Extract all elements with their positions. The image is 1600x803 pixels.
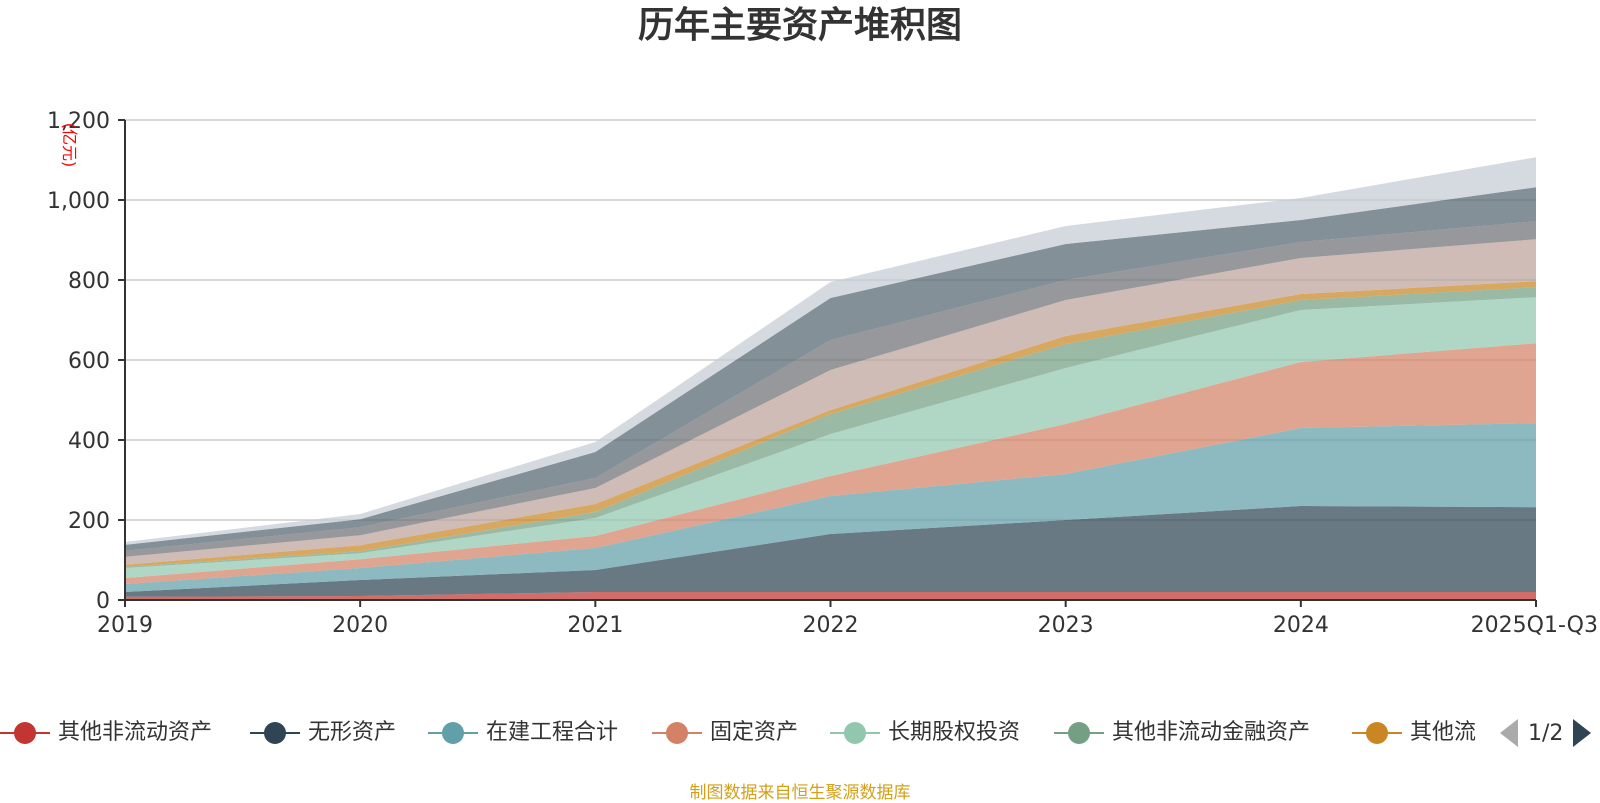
legend-prev-page-icon[interactable] <box>1500 719 1518 747</box>
legend-marker-icon <box>1352 718 1402 748</box>
legend-label: 长期股权投资 <box>888 720 1021 745</box>
area-series-10[interactable] <box>125 157 1536 545</box>
area-series-1[interactable] <box>125 506 1536 597</box>
legend-item[interactable]: 在建工程合计 <box>428 718 618 748</box>
x-tick-label: 2023 <box>1038 613 1094 638</box>
legend-item[interactable]: 无形资产 <box>250 718 396 748</box>
y-tick-label: 0 <box>96 589 110 614</box>
legend-item[interactable]: 其他非流动金融资产 <box>1054 718 1310 748</box>
legend-marker-icon <box>428 718 478 748</box>
y-tick-labels: 0 200 400 600 800 1,000 1,200 <box>47 109 110 614</box>
legend-marker-icon <box>830 718 880 748</box>
legend-item[interactable]: 长期股权投资 <box>830 718 1020 748</box>
axes <box>118 119 1537 607</box>
x-tick-labels: 2019 2020 2021 2022 2023 2024 2025Q1-Q3 <box>97 613 1598 638</box>
y-tick-label: 600 <box>68 349 110 374</box>
area-series-3[interactable] <box>125 343 1536 584</box>
legend-pager: 1/2 <box>1500 718 1592 748</box>
legend-item[interactable]: 其他流 <box>1352 718 1476 748</box>
y-tick-label: 400 <box>68 429 110 454</box>
chart-title: 历年主要资产堆积图 <box>637 5 962 46</box>
y-tick-label: 800 <box>68 269 110 294</box>
legend-label: 其他非流动资产 <box>58 720 213 745</box>
legend-marker-icon <box>652 718 702 748</box>
y-axis-unit-label: (亿元) <box>60 123 79 168</box>
y-tick-label: 1,000 <box>47 189 110 214</box>
area-series-9[interactable] <box>125 187 1536 551</box>
legend-marker-icon <box>250 718 300 748</box>
area-series-5[interactable] <box>125 287 1536 568</box>
legend-marker-icon <box>0 718 50 748</box>
area-series <box>125 157 1536 600</box>
x-tick-label: 2022 <box>803 613 859 638</box>
legend-item[interactable]: 其他非流动资产 <box>0 718 212 748</box>
legend-label: 固定资产 <box>710 720 799 745</box>
x-tick-label: 2024 <box>1273 613 1329 638</box>
legend-label: 其他流 <box>1410 720 1477 745</box>
legend-marker-icon <box>1054 718 1104 748</box>
legend-label: 无形资产 <box>308 720 397 745</box>
x-tick-label: 2020 <box>332 613 388 638</box>
data-source-footnote: 制图数据来自恒生聚源数据库 <box>689 783 911 803</box>
legend-items: 其他非流动资产 无形资产 在建工程合计 固定资产 长期股权投资 其他非流动金融资产 其他流 <box>0 718 1482 748</box>
x-tick-label: 2021 <box>567 613 623 638</box>
y-tick-label: 1,200 <box>47 109 110 134</box>
legend-label: 其他非流动金融资产 <box>1112 720 1311 745</box>
chart-canvas: 0 200 400 600 800 1,000 1,200 2019 2020 2021 2022… <box>47 109 1598 638</box>
area-series-7[interactable] <box>125 239 1536 565</box>
area-series-4[interactable] <box>125 297 1536 578</box>
legend: 其他非流动资产 无形资产 在建工程合计 固定资产 长期股权投资 其他非流动金融资产 其他流 … <box>0 718 1600 748</box>
area-series-2[interactable] <box>125 423 1536 592</box>
x-tick-label: 2019 <box>97 613 153 638</box>
x-tick-label: 2025Q1-Q3 <box>1471 613 1598 638</box>
legend-next-page-icon[interactable] <box>1573 719 1592 747</box>
y-tick-label: 200 <box>68 509 110 534</box>
legend-page-indicator: 1/2 <box>1528 720 1564 746</box>
legend-item[interactable]: 固定资产 <box>652 718 798 748</box>
legend-label: 在建工程合计 <box>486 720 619 745</box>
